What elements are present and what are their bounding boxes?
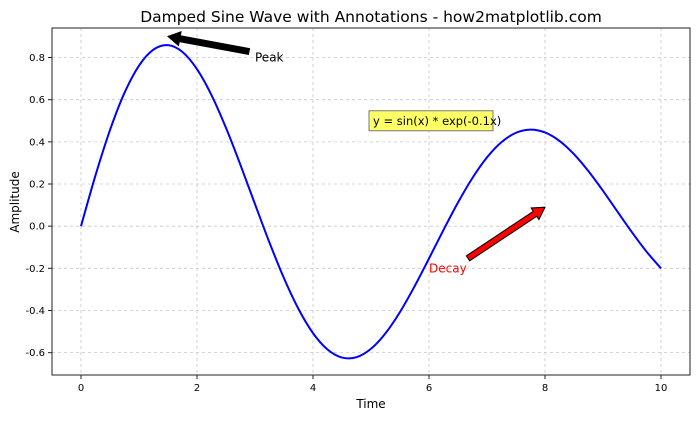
chart-title: Damped Sine Wave with Annotations - how2… (140, 8, 602, 26)
y-tick-label: -0.2 (25, 264, 45, 275)
equation-text: y = sin(x) * exp(-0.1x) (373, 114, 501, 128)
x-tick-label: 10 (655, 383, 668, 394)
y-tick-label: 0.2 (29, 180, 45, 191)
ticks: 0 2 4 6 8 10 -0.6 -0.4 -0.2 0.0 0.2 0.4 0.6 0.8 (25, 53, 667, 394)
y-tick-label: 0.6 (29, 95, 45, 106)
decay-arrow (465, 206, 546, 262)
grid (52, 28, 690, 375)
y-tick-label: 0.8 (29, 53, 45, 64)
y-axis-label: Amplitude (8, 171, 22, 233)
annotations: Peak Decay y = sin(x) * exp(-0.1x) (167, 30, 546, 275)
x-axis-label: Time (355, 397, 385, 411)
peak-label: Peak (255, 51, 284, 65)
x-tick-label: 0 (78, 383, 84, 394)
y-tick-label: -0.6 (25, 348, 45, 359)
series-line (80, 44, 662, 360)
x-tick-label: 8 (542, 383, 548, 394)
y-tick-label: 0.4 (29, 137, 45, 148)
y-tick-label: -0.4 (25, 306, 45, 317)
peak-arrow (167, 30, 251, 56)
y-tick-label: 0.0 (29, 222, 45, 233)
x-tick-label: 2 (194, 383, 200, 394)
equation-box (368, 110, 494, 132)
plot-frame (51, 27, 691, 376)
x-tick-label: 6 (426, 383, 432, 394)
x-tick-label: 4 (310, 383, 316, 394)
decay-label: Decay (429, 261, 467, 275)
